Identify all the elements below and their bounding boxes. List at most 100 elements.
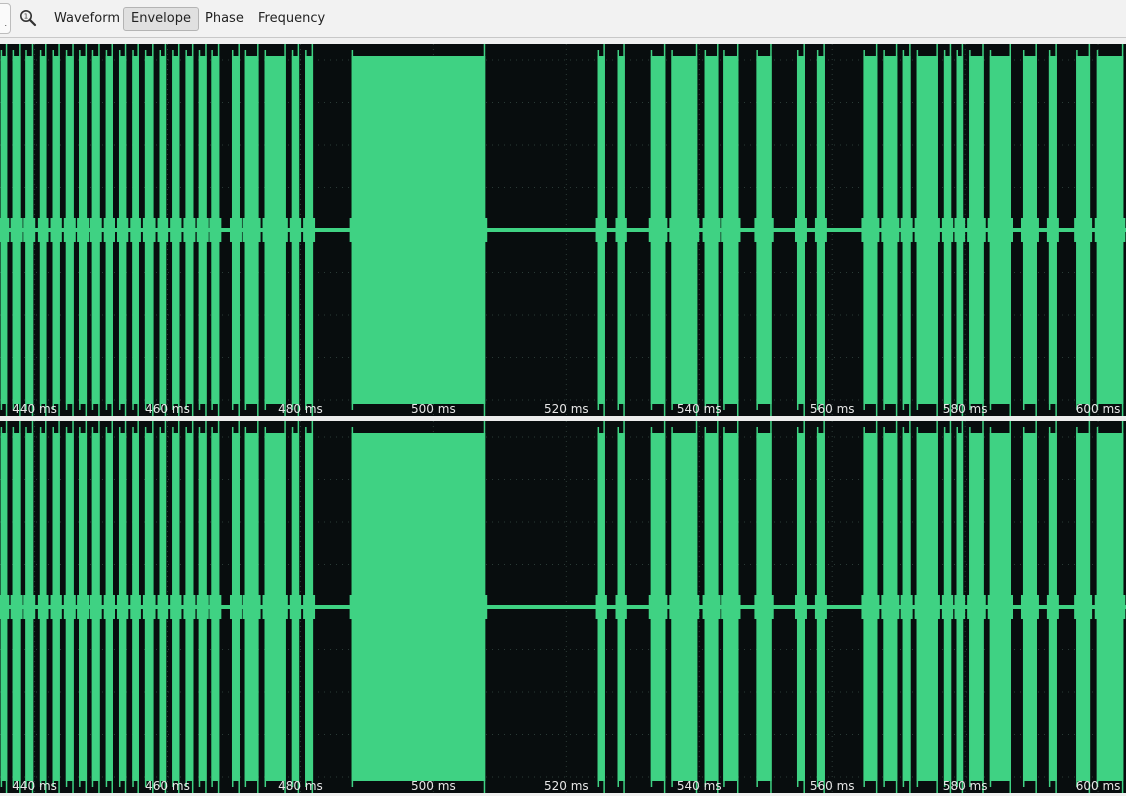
tab-waveform[interactable]: Waveform (54, 11, 120, 26)
pulse-baseline-bump (615, 595, 627, 619)
pulse-baseline-bump (196, 595, 209, 619)
time-axis-label: 560 ms (809, 779, 855, 793)
time-axis-label: 540 ms (676, 402, 722, 416)
pulse-baseline-bump (794, 595, 807, 619)
pulse-baseline-bump (615, 218, 627, 242)
pulse-baseline-bump (289, 218, 302, 242)
time-axis-label: 520 ms (543, 402, 589, 416)
pulse-baseline-bump (954, 595, 966, 619)
pulse-baseline-bump (721, 218, 741, 242)
pulse-baseline-bump (130, 595, 141, 619)
pulse-baseline-bump (967, 218, 986, 242)
partial-toolbar-button[interactable]: . (0, 3, 11, 34)
pulse-baseline-bump (116, 218, 129, 242)
pulse-baseline-bump (289, 595, 302, 619)
pulse-baseline-bump (103, 218, 115, 242)
pulse-baseline-bump (63, 595, 76, 619)
channel-1-envelope-plot[interactable]: 440 ms 460 ms 480 ms 500 ms 520 ms 540 ms 560 … (0, 44, 1126, 416)
pulse-baseline-bump (794, 218, 807, 242)
pulse-baseline-bump (881, 595, 900, 619)
pulse-baseline-bump (142, 595, 156, 619)
pulse-baseline-bump (130, 218, 141, 242)
pulse-baseline-bump (103, 595, 115, 619)
pulse-baseline-bump (941, 218, 954, 242)
pulse-baseline-bump (648, 595, 668, 619)
time-axis-label: 560 ms (809, 402, 855, 416)
pulse-baseline-bump (37, 218, 49, 242)
pulse-baseline-bump (861, 218, 880, 242)
pulse-baseline-bump (669, 595, 700, 619)
pulse-baseline-bump (754, 595, 774, 619)
pulse-baseline-bump (196, 218, 209, 242)
tab-frequency[interactable]: Frequency (258, 11, 326, 26)
pulse-baseline-bump (941, 595, 954, 619)
tab-phase[interactable]: Phase (205, 11, 244, 26)
pulse-baseline-bump (900, 595, 913, 619)
pulse-baseline-bump (157, 218, 169, 242)
pulse-baseline-bump (1074, 595, 1093, 619)
time-axis-label: 480 ms (278, 779, 323, 793)
pulse-baseline-bump (1074, 218, 1093, 242)
pulse-baseline-bump (116, 595, 129, 619)
pulse-baseline-bump (702, 595, 721, 619)
pulse-baseline-bump (954, 218, 966, 242)
view-toolbar: . 1 Waveform Envelope Phase Frequency (0, 0, 1126, 38)
pulse-baseline-bump (754, 218, 774, 242)
pulse-baseline-bump (89, 595, 102, 619)
pulse-baseline-bump (242, 595, 261, 619)
pulse-baseline-bump (595, 218, 607, 242)
pulse-baseline-bump (900, 218, 913, 242)
pulse-baseline-bump (669, 218, 700, 242)
pulse-baseline-bump (63, 218, 76, 242)
pulse-baseline-bump (0, 595, 10, 619)
pulse-baseline-bump (262, 218, 288, 242)
pulse-baseline-bump (170, 218, 182, 242)
pulse-baseline-bump (77, 218, 90, 242)
pulse-baseline-bump (967, 595, 986, 619)
pulse-baseline-bump (349, 595, 488, 619)
pulse-baseline-bump (349, 218, 488, 242)
pulse-baseline-bump (1094, 595, 1126, 619)
channel-separator[interactable] (0, 416, 1126, 421)
signal-baseline (0, 605, 1126, 609)
time-axis-label: 540 ms (676, 779, 722, 793)
time-axis-label: 600 ms (1075, 779, 1121, 793)
pulse-baseline-bump (914, 595, 940, 619)
channel-2-envelope-plot[interactable]: 440 ms 460 ms 480 ms 500 ms 520 ms 540 ms 560 … (0, 421, 1126, 793)
pulse-baseline-bump (881, 218, 900, 242)
pulse-baseline-bump (209, 595, 222, 619)
time-axis-label: 460 ms (145, 779, 190, 793)
tab-envelope[interactable]: Envelope (123, 7, 199, 31)
pulse-baseline-bump (648, 218, 668, 242)
pulse-baseline-bump (1020, 595, 1039, 619)
pulse-baseline-bump (89, 218, 102, 242)
pulse-baseline-bump (142, 218, 156, 242)
pulse-baseline-bump (987, 595, 1014, 619)
pulse-baseline-bump (303, 595, 316, 619)
pulse-baseline-bump (914, 218, 940, 242)
signal-baseline (0, 228, 1126, 232)
time-axis-label: 500 ms (411, 779, 456, 793)
pulse-baseline-bump (595, 595, 607, 619)
pulse-baseline-bump (262, 595, 288, 619)
magnifier-one-icon[interactable]: 1 (19, 9, 37, 27)
pulse-baseline-bump (721, 595, 741, 619)
pulse-baseline-bump (23, 218, 36, 242)
pulse-baseline-bump (814, 595, 827, 619)
pulse-baseline-bump (10, 595, 23, 619)
pulse-baseline-bump (1046, 595, 1059, 619)
time-axis-label: 580 ms (942, 402, 988, 416)
pulse-baseline-bump (157, 595, 169, 619)
pulse-baseline-bump (303, 218, 316, 242)
time-axis-label: 580 ms (942, 779, 988, 793)
pulse-baseline-bump (209, 218, 222, 242)
time-axis-label: 440 ms (12, 779, 57, 793)
pulse-baseline-bump (50, 218, 62, 242)
pulse-baseline-bump (0, 218, 10, 242)
pulse-baseline-bump (77, 595, 90, 619)
time-axis-label: 440 ms (12, 402, 57, 416)
pulse-baseline-bump (1046, 218, 1059, 242)
pulse-baseline-bump (183, 595, 196, 619)
pulse-baseline-bump (861, 595, 880, 619)
pulse-baseline-bump (242, 218, 261, 242)
